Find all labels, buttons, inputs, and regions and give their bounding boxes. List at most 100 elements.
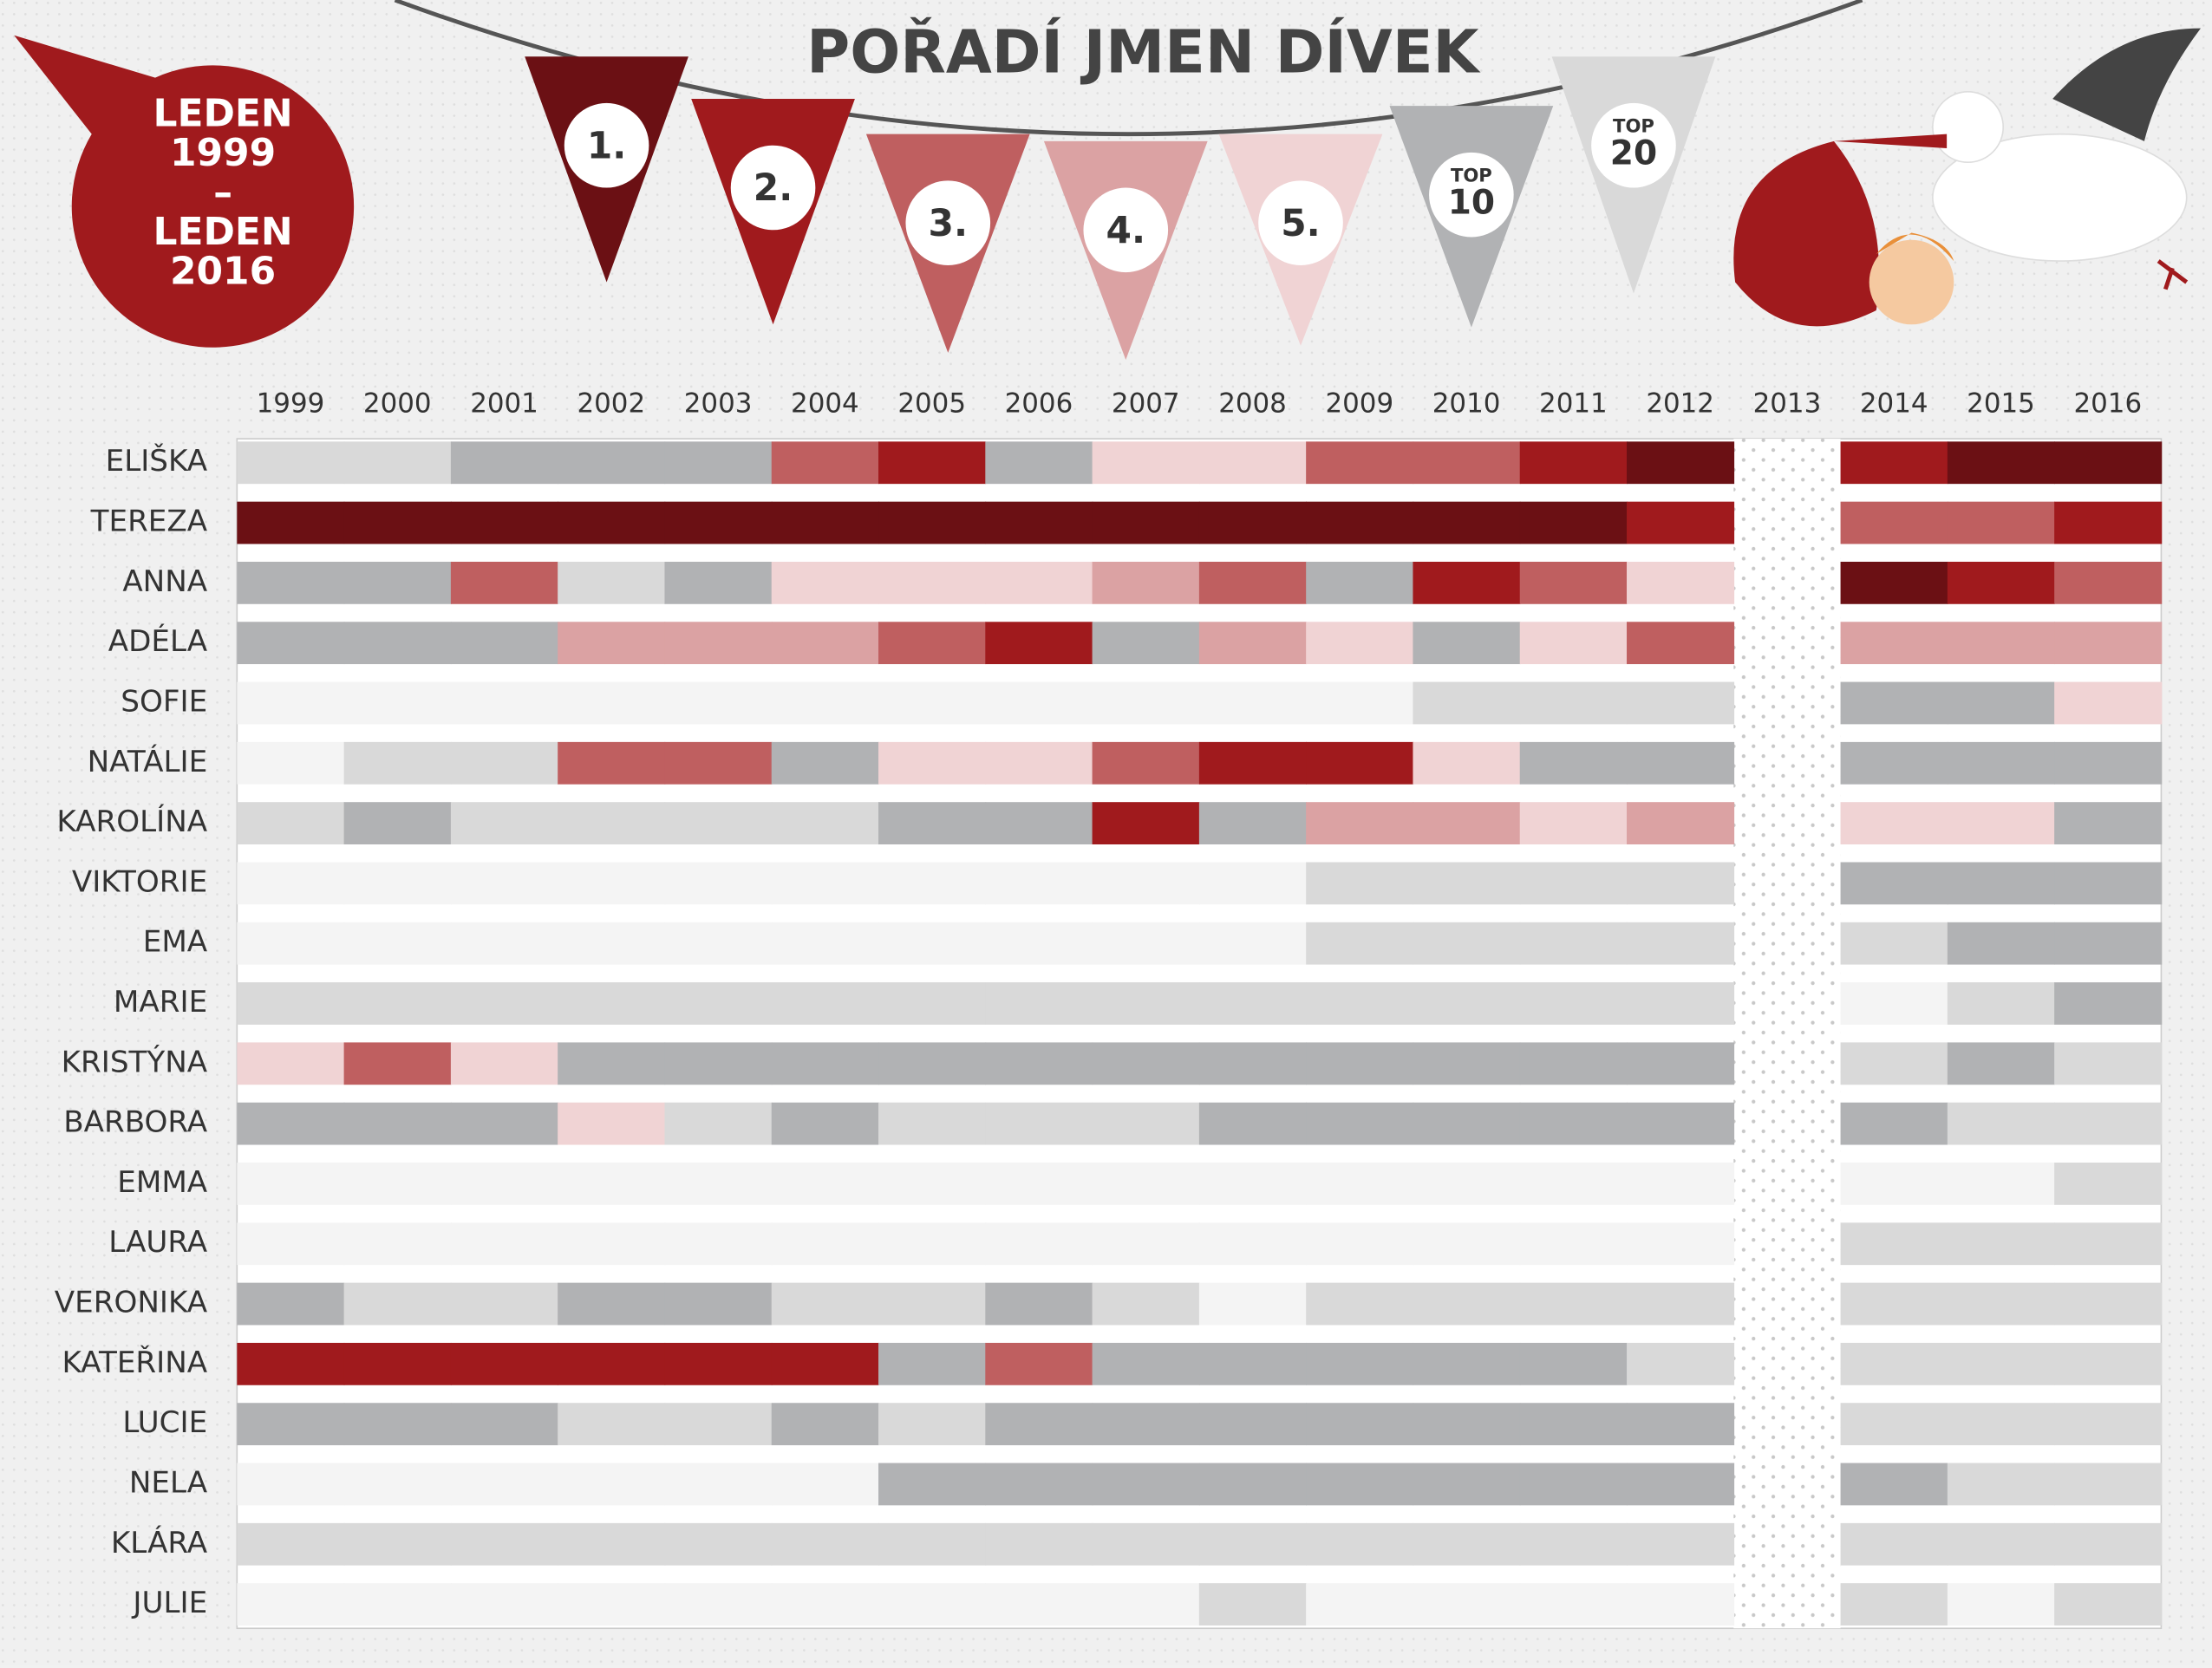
cell: [558, 1222, 666, 1266]
cell: [771, 1282, 879, 1326]
cell: [2054, 1222, 2163, 1266]
cell: [664, 922, 773, 965]
cell: [450, 741, 558, 785]
cell: [1092, 862, 1200, 905]
row-label: EMMA: [117, 1165, 208, 1200]
cell: [2054, 1522, 2163, 1566]
cell: [1092, 1342, 1200, 1385]
cell: [450, 441, 558, 485]
cell: [771, 1102, 879, 1145]
cell: [1306, 862, 1414, 905]
cell: [878, 1463, 987, 1506]
cell: [237, 922, 345, 965]
cell: [771, 1583, 879, 1626]
cell: [1413, 982, 1521, 1025]
cell: [985, 1403, 1093, 1446]
badge-text: LEDEN: [153, 210, 292, 254]
cell: [1627, 1282, 1735, 1326]
legend-circle: [730, 145, 816, 231]
cell: [343, 681, 452, 725]
cell: [985, 501, 1093, 544]
cell: [1627, 1463, 1735, 1506]
legend-circle: [1429, 152, 1514, 238]
legend-label: 4.: [1106, 209, 1145, 251]
cell: [985, 922, 1093, 965]
cell: [1198, 862, 1307, 905]
row-label: KLÁRA: [111, 1525, 208, 1560]
cell: [450, 681, 558, 725]
cell: [1627, 501, 1735, 544]
cell: [1947, 1042, 2055, 1085]
cell: [450, 1163, 558, 1205]
row-label: ADÉLA: [108, 623, 208, 659]
cell: [450, 1102, 558, 1145]
cell: [1413, 1042, 1521, 1085]
cell: [771, 862, 879, 905]
x-tick-label: 2016: [2073, 388, 2142, 420]
cell: [450, 1522, 558, 1566]
cell: [343, 802, 452, 844]
cell: [1092, 802, 1200, 844]
cell: [237, 561, 345, 604]
cell: [664, 802, 773, 844]
cell: [878, 922, 987, 965]
cell: [343, 862, 452, 905]
cell: [1627, 1522, 1735, 1566]
x-tick-label: 2000: [363, 388, 432, 420]
cell: [1306, 1522, 1414, 1566]
cell: [2054, 501, 2163, 544]
cell: [985, 802, 1093, 844]
legend-label: 1.: [587, 124, 626, 166]
cell: [450, 1463, 558, 1506]
cell: [558, 741, 666, 785]
cell: [1413, 1403, 1521, 1446]
cell: [1519, 561, 1628, 604]
cell: [237, 622, 345, 665]
cell: [1947, 1403, 2055, 1446]
cell: [1198, 681, 1307, 725]
cell: [343, 1222, 452, 1266]
legend-prefix: TOP: [1451, 164, 1492, 186]
stork: [1733, 28, 2201, 327]
cell: [664, 1463, 773, 1506]
cell: [558, 441, 666, 485]
cell: [1092, 681, 1200, 725]
row-label: LUCIE: [122, 1405, 207, 1440]
cell: [2054, 862, 2163, 905]
cell: [1947, 741, 2055, 785]
cell: [664, 741, 773, 785]
cell: [985, 1583, 1093, 1626]
cell: [1947, 561, 2055, 604]
cell: [878, 561, 987, 604]
x-tick-label: 2005: [897, 388, 966, 420]
cell: [771, 1042, 879, 1085]
cell: [450, 862, 558, 905]
cell: [1840, 561, 1948, 604]
cell: [237, 1403, 345, 1446]
cell: [1519, 622, 1628, 665]
cell: [771, 802, 879, 844]
cell: [1519, 1583, 1628, 1626]
cell: [771, 922, 879, 965]
cell: [1092, 561, 1200, 604]
cell: [771, 1463, 879, 1506]
cell: [1840, 741, 1948, 785]
cell: [1947, 1463, 2055, 1506]
cell: [558, 501, 666, 544]
cell: [664, 622, 773, 665]
cell: [1519, 1522, 1628, 1566]
cell: [2054, 922, 2163, 965]
cell: [237, 802, 345, 844]
cell: [1627, 862, 1735, 905]
cell: [1627, 741, 1735, 785]
cell: [878, 1522, 987, 1566]
cell: [1198, 1163, 1307, 1205]
cell: [878, 802, 987, 844]
cell: [450, 1042, 558, 1085]
cell: [1198, 1463, 1307, 1506]
cell: [558, 681, 666, 725]
row-label: NELA: [129, 1465, 208, 1500]
cell: [1840, 1102, 1948, 1145]
cell: [1947, 862, 2055, 905]
cell: [343, 982, 452, 1025]
